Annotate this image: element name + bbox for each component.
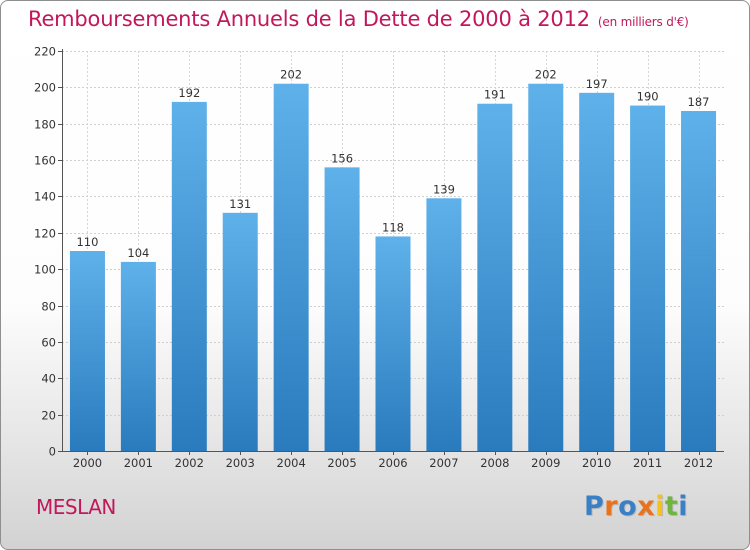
- logo-letter: i: [678, 491, 689, 522]
- x-tick-label-2000: 2000: [73, 456, 102, 470]
- bar-2008: [477, 103, 513, 452]
- bars: [69, 83, 717, 452]
- value-label-2003: 131: [229, 197, 251, 211]
- y-tick-label-140: 140: [34, 190, 56, 204]
- y-tick-label-60: 60: [41, 336, 56, 350]
- bar-2007: [426, 198, 462, 451]
- value-label-2010: 197: [586, 77, 608, 91]
- x-tick-label-2010: 2010: [582, 456, 611, 470]
- value-label-2004: 202: [280, 68, 302, 82]
- value-label-2006: 118: [382, 220, 404, 234]
- value-label-2007: 139: [433, 182, 455, 196]
- proxiti-logo: Proxiti: [584, 491, 688, 522]
- y-tick-label-120: 120: [34, 227, 56, 241]
- value-label-2008: 191: [484, 88, 506, 102]
- x-tick-label-2005: 2005: [327, 456, 356, 470]
- bar-2011: [630, 105, 666, 451]
- logo-letter: r: [604, 491, 619, 522]
- y-tick-label-180: 180: [34, 118, 56, 132]
- commune-name: MESLAN: [36, 495, 116, 519]
- bar-2001: [120, 261, 156, 451]
- x-tick-label-2001: 2001: [124, 456, 153, 470]
- bar-2009: [528, 83, 564, 452]
- bar-2002: [171, 101, 207, 451]
- axes: [58, 49, 724, 455]
- logo-letter: i: [655, 491, 665, 522]
- chart-title-text: Remboursements Annuels de la Dette de 20…: [28, 7, 590, 31]
- x-tick-label-2003: 2003: [226, 456, 255, 470]
- y-tick-label-100: 100: [34, 263, 56, 277]
- logo-letter: P: [584, 491, 605, 522]
- y-tick-label-20: 20: [41, 409, 56, 423]
- x-tick-label-2007: 2007: [429, 456, 458, 470]
- value-label-2001: 104: [127, 246, 149, 260]
- y-tick-label-200: 200: [34, 81, 56, 95]
- bar-2010: [579, 92, 615, 452]
- x-tick-label-2012: 2012: [684, 456, 713, 470]
- y-tick-label-0: 0: [49, 445, 56, 459]
- labels: 0 20 40 60 80 100 120 140 160 180 200 220 110 2000 104…: [34, 45, 713, 471]
- x-tick-label-2002: 2002: [175, 456, 204, 470]
- x-tick-label-2011: 2011: [633, 456, 662, 470]
- x-tick-label-2009: 2009: [531, 456, 560, 470]
- x-tick-label-2006: 2006: [378, 456, 407, 470]
- y-tick-label-80: 80: [41, 300, 56, 314]
- y-tick-label-220: 220: [34, 45, 56, 59]
- value-label-2000: 110: [76, 235, 98, 249]
- bar-2003: [222, 212, 258, 451]
- x-tick-label-2008: 2008: [480, 456, 509, 470]
- value-label-2002: 192: [178, 86, 200, 100]
- y-tick-label-160: 160: [34, 154, 56, 168]
- logo-letter: t: [664, 491, 679, 522]
- value-label-2009: 202: [535, 68, 557, 82]
- bar-2004: [273, 83, 309, 452]
- y-tick-label-40: 40: [41, 372, 56, 386]
- bar-2000: [69, 251, 105, 451]
- chart-title: Remboursements Annuels de la Dette de 20…: [28, 7, 689, 31]
- bar-2012: [681, 111, 717, 451]
- logo-letter: o: [618, 491, 638, 522]
- value-label-2005: 156: [331, 151, 353, 165]
- bar-2005: [324, 167, 360, 451]
- logo-letter: x: [637, 491, 656, 522]
- bar-2006: [375, 236, 411, 451]
- x-tick-label-2004: 2004: [277, 456, 306, 470]
- value-label-2011: 190: [637, 90, 659, 104]
- chart-subtitle: (en milliers d'€): [597, 15, 689, 29]
- value-label-2012: 187: [688, 95, 710, 109]
